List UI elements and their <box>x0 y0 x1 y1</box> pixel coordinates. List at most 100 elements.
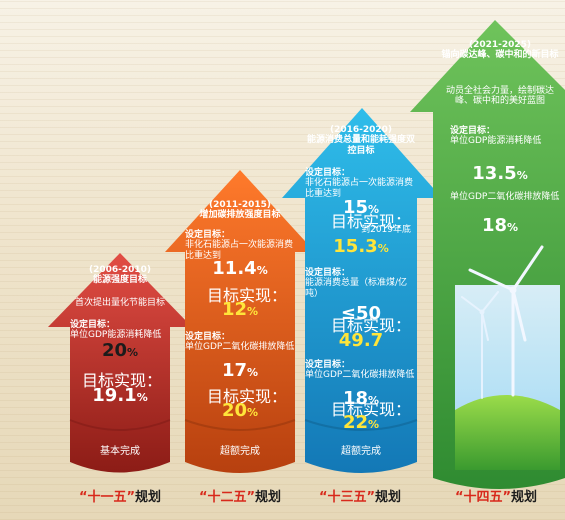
plan2-set-target-label-2: 设定目标： <box>185 332 231 342</box>
plan4-item1-target: 13.5% <box>440 163 560 185</box>
plan3-set-target-label-2: 设定目标： <box>305 268 351 278</box>
plan3-label-left: “十三五” <box>318 490 376 505</box>
plan2-item2-achieved-number: 20 <box>221 400 248 421</box>
plan1-label-right: 规划 <box>135 490 162 505</box>
plan3-item1-achieved: 15.3% <box>305 236 417 258</box>
plan3-item3-achieved-unit: % <box>368 418 380 431</box>
plan3-item2-achieved: 49.7 <box>305 330 417 352</box>
plan2-title: 增加碳排放强度目标 <box>199 210 281 221</box>
plan3-item1-target-unit: % <box>368 203 380 216</box>
plan4-item1-target-unit: % <box>516 169 528 182</box>
plan4-item2-target-unit: % <box>507 221 519 234</box>
plan2-label: “十二五”规划 <box>180 486 300 505</box>
plan4-item1-text: 单位GDP能源消耗降低 <box>450 136 542 147</box>
plan3-item2-label-block: 设定目标： 能源消费总量（标准煤/亿吨） <box>305 268 417 299</box>
plan4-header: (2021-2025) 锚向碳达峰、碳中和的新目标 <box>440 40 560 61</box>
plan1-status: 基本完成 <box>100 446 140 457</box>
plan2-item1-achieved-number: 12 <box>221 299 248 320</box>
plan3-item1-target-number: 15 <box>342 197 369 218</box>
plan3-header: (2016-2020) 能源消费总量和能耗强度双控目标 <box>305 125 417 156</box>
plan4-item2-target: 18% <box>440 215 560 237</box>
plan4-label-left: “十四五” <box>454 490 512 505</box>
plan1-label: “十一五”规划 <box>60 486 180 505</box>
plan4-note: 动员全社会力量，绘制碳达峰、碳中和的美好蓝图 <box>445 86 554 107</box>
plan2-item1-achieved: 12% <box>185 299 295 321</box>
plan3-item3-achieved-number: 22 <box>342 412 369 433</box>
plan2-header: (2011-2015) 增加碳排放强度目标 <box>185 200 295 221</box>
plan2-status: 超额完成 <box>220 446 260 457</box>
plan2-label-right: 规划 <box>255 490 282 505</box>
plan3-item3-achieved: 22% <box>305 412 417 434</box>
plan1-title: 能源强度目标 <box>92 275 147 286</box>
plan3-item1-target: 15% <box>305 197 417 219</box>
plan1-header: (2006-2010) 能源强度目标 <box>70 265 170 286</box>
plan2-item1-target: 11.4% <box>185 258 295 280</box>
plan4-item1-label-block: 设定目标： 单位GDP能源消耗降低 <box>440 126 560 147</box>
plan4-item2-target-number: 18 <box>481 215 508 236</box>
plan3-item1-achieved-unit: % <box>377 242 389 255</box>
plan4-title: 锚向碳达峰、碳中和的新目标 <box>441 50 559 61</box>
plan3-item3-text: 单位GDP二氧化碳排放降低 <box>305 370 415 381</box>
plan3-item3-target-number: 18 <box>342 388 369 409</box>
plan3-item2-text: 能源消费总量（标准煤/亿吨） <box>305 278 408 299</box>
arrow-13th-plan <box>282 108 442 473</box>
plan2-item1-text: 非化石能源占一次能源消费比重达到 <box>185 240 294 261</box>
plan3-item2-target: ≤50 <box>305 303 417 325</box>
plan1-target-number: 20 <box>101 340 128 361</box>
plan3-item1-label-block: 设定目标： 非化石能源占一次能源消费比重达到 <box>305 168 417 199</box>
plan1-set-target-label: 设定目标： <box>70 320 116 330</box>
plan2-item2-achieved-unit: % <box>247 406 259 419</box>
plan2-years: (2011-2015) <box>208 200 272 210</box>
plan1-years: (2006-2010) <box>88 265 152 275</box>
plan3-item3-label-block: 设定目标： 单位GDP二氧化碳排放降低 <box>305 360 417 381</box>
plan2-item1-target-unit: % <box>256 264 268 277</box>
plan3-years: (2016-2020) <box>329 125 393 135</box>
arrow-11th-plan <box>48 253 192 473</box>
plan2-item2-target: 17% <box>185 360 295 382</box>
plan4-label-right: 规划 <box>511 490 538 505</box>
plan3-item2-achieved-label: 目标实现： <box>330 316 411 335</box>
plan1-target-block: 设定目标： 单位GDP能源消耗降低 <box>70 320 170 341</box>
plan2-item2-text: 单位GDP二氧化碳排放降低 <box>185 342 295 353</box>
plan1-note: 首次提出量化节能目标 <box>74 298 165 308</box>
plan3-item2-achieved-number: 49.7 <box>338 330 384 351</box>
plan4-label: “十四五”规划 <box>436 486 556 505</box>
plan2-item1-achieved-label: 目标实现： <box>206 286 287 305</box>
plan3-item1-achieved-note: 到2019年底 <box>361 225 411 235</box>
plan2-item2-achieved-label: 目标实现： <box>206 387 287 406</box>
plan1-achieved-value: 19.1% <box>70 385 170 407</box>
plan3-item2-target-number: ≤50 <box>340 303 382 324</box>
arrow-14th-plan <box>410 20 565 489</box>
plan3-item3-target: 18% <box>305 388 417 410</box>
plan2-label-left: “十二五” <box>198 490 256 505</box>
plan4-item1-target-number: 13.5 <box>472 163 517 184</box>
plan1-target-text: 单位GDP能源消耗降低 <box>70 330 162 341</box>
plan3-title: 能源消费总量和能耗强度双控目标 <box>306 135 415 156</box>
plan2-item1-target-number: 11.4 <box>212 258 257 279</box>
plan1-achieved-label: 目标实现： <box>81 371 162 390</box>
wind-turbine-small <box>461 291 499 399</box>
plan3-item3-target-unit: % <box>368 394 380 407</box>
plan3-item1-achieved-number: 15.3 <box>333 236 378 257</box>
plan2-item2-target-unit: % <box>247 366 259 379</box>
plan3-item3-achieved-label: 目标实现： <box>330 400 411 419</box>
plan4-item2-text: 单位GDP二氧化碳排放降低 <box>450 192 560 202</box>
plan2-set-target-label: 设定目标： <box>185 230 231 240</box>
plan4-set-target-label: 设定目标： <box>450 126 496 136</box>
plan3-label: “十三五”规划 <box>300 486 420 505</box>
plan1-label-left: “十一五” <box>78 490 136 505</box>
plan3-item1-achieved-label: 目标实现： <box>330 212 411 231</box>
plan2-item1-achieved-unit: % <box>247 305 259 318</box>
plan3-item1-text: 非化石能源占一次能源消费比重达到 <box>305 178 414 199</box>
plan3-set-target-label-3: 设定目标： <box>305 360 351 370</box>
plan1-target-unit: % <box>127 346 139 359</box>
wind-turbine <box>468 245 544 397</box>
plan2-item2-achieved: 20% <box>185 400 295 422</box>
plan2-item2-label-block: 设定目标： 单位GDP二氧化碳排放降低 <box>185 332 295 353</box>
plan3-label-right: 规划 <box>375 490 402 505</box>
plan4-years: (2021-2025) <box>468 40 532 50</box>
plan2-item1-label-block: 设定目标： 非化石能源占一次能源消费比重达到 <box>185 230 295 261</box>
plan1-achieved-unit: % <box>136 391 148 404</box>
